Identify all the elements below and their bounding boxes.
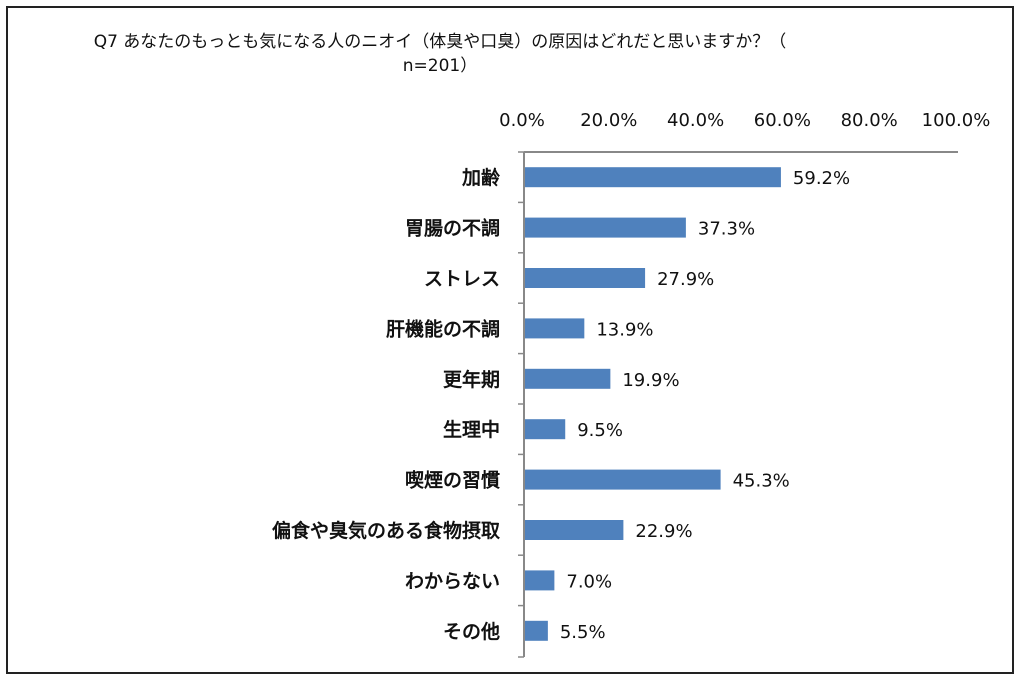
bar [525,368,611,389]
bar [525,520,624,540]
category-label: 更年期 [443,368,500,391]
chart-title: Q7 あなたのもっとも気になる人のニオイ（体臭や口臭）の原因はどれだと思いますか… [0,30,880,78]
bar [525,419,566,440]
category-label: 生理中 [443,418,500,441]
data-label: 22.9% [635,521,692,542]
bar [525,167,781,188]
data-label: 59.2% [793,168,850,189]
x-tick-label: 20.0% [580,110,637,131]
bar [525,570,555,591]
data-label: 37.3% [698,219,755,240]
category-label: その他 [443,620,500,643]
bar [525,318,585,339]
data-label: 5.5% [560,622,606,643]
x-tick-label: 80.0% [841,110,898,131]
x-tick-label: 40.0% [667,110,724,131]
x-tick-label: 0.0% [499,110,545,131]
x-tick-label: 60.0% [754,110,811,131]
category-label: 肝機能の不調 [386,317,500,340]
bar [525,469,721,490]
category-label: 加齢 [461,166,501,189]
category-label: わからない [405,570,500,592]
data-label: 7.0% [566,571,612,592]
chart-title-line-2: n=201） [402,56,478,76]
bar [525,268,646,288]
category-label: ストレス [424,268,500,290]
data-label: 45.3% [733,471,790,492]
data-label: 13.9% [596,319,653,340]
chart-title-line-1: Q7 あなたのもっとも気になる人のニオイ（体臭や口臭）の原因はどれだと思いますか… [93,32,787,52]
bar [525,217,686,238]
category-label: 胃腸の不調 [405,217,500,240]
category-label: 偏食や臭気のある食物摂取 [272,519,500,542]
data-label: 27.9% [657,269,714,290]
bar [525,620,548,641]
x-tick-label: 100.0% [922,110,991,131]
data-label: 9.5% [577,420,623,441]
data-label: 19.9% [622,370,679,391]
chart-frame [6,6,1014,674]
category-label: 喫煙の習慣 [405,469,500,492]
